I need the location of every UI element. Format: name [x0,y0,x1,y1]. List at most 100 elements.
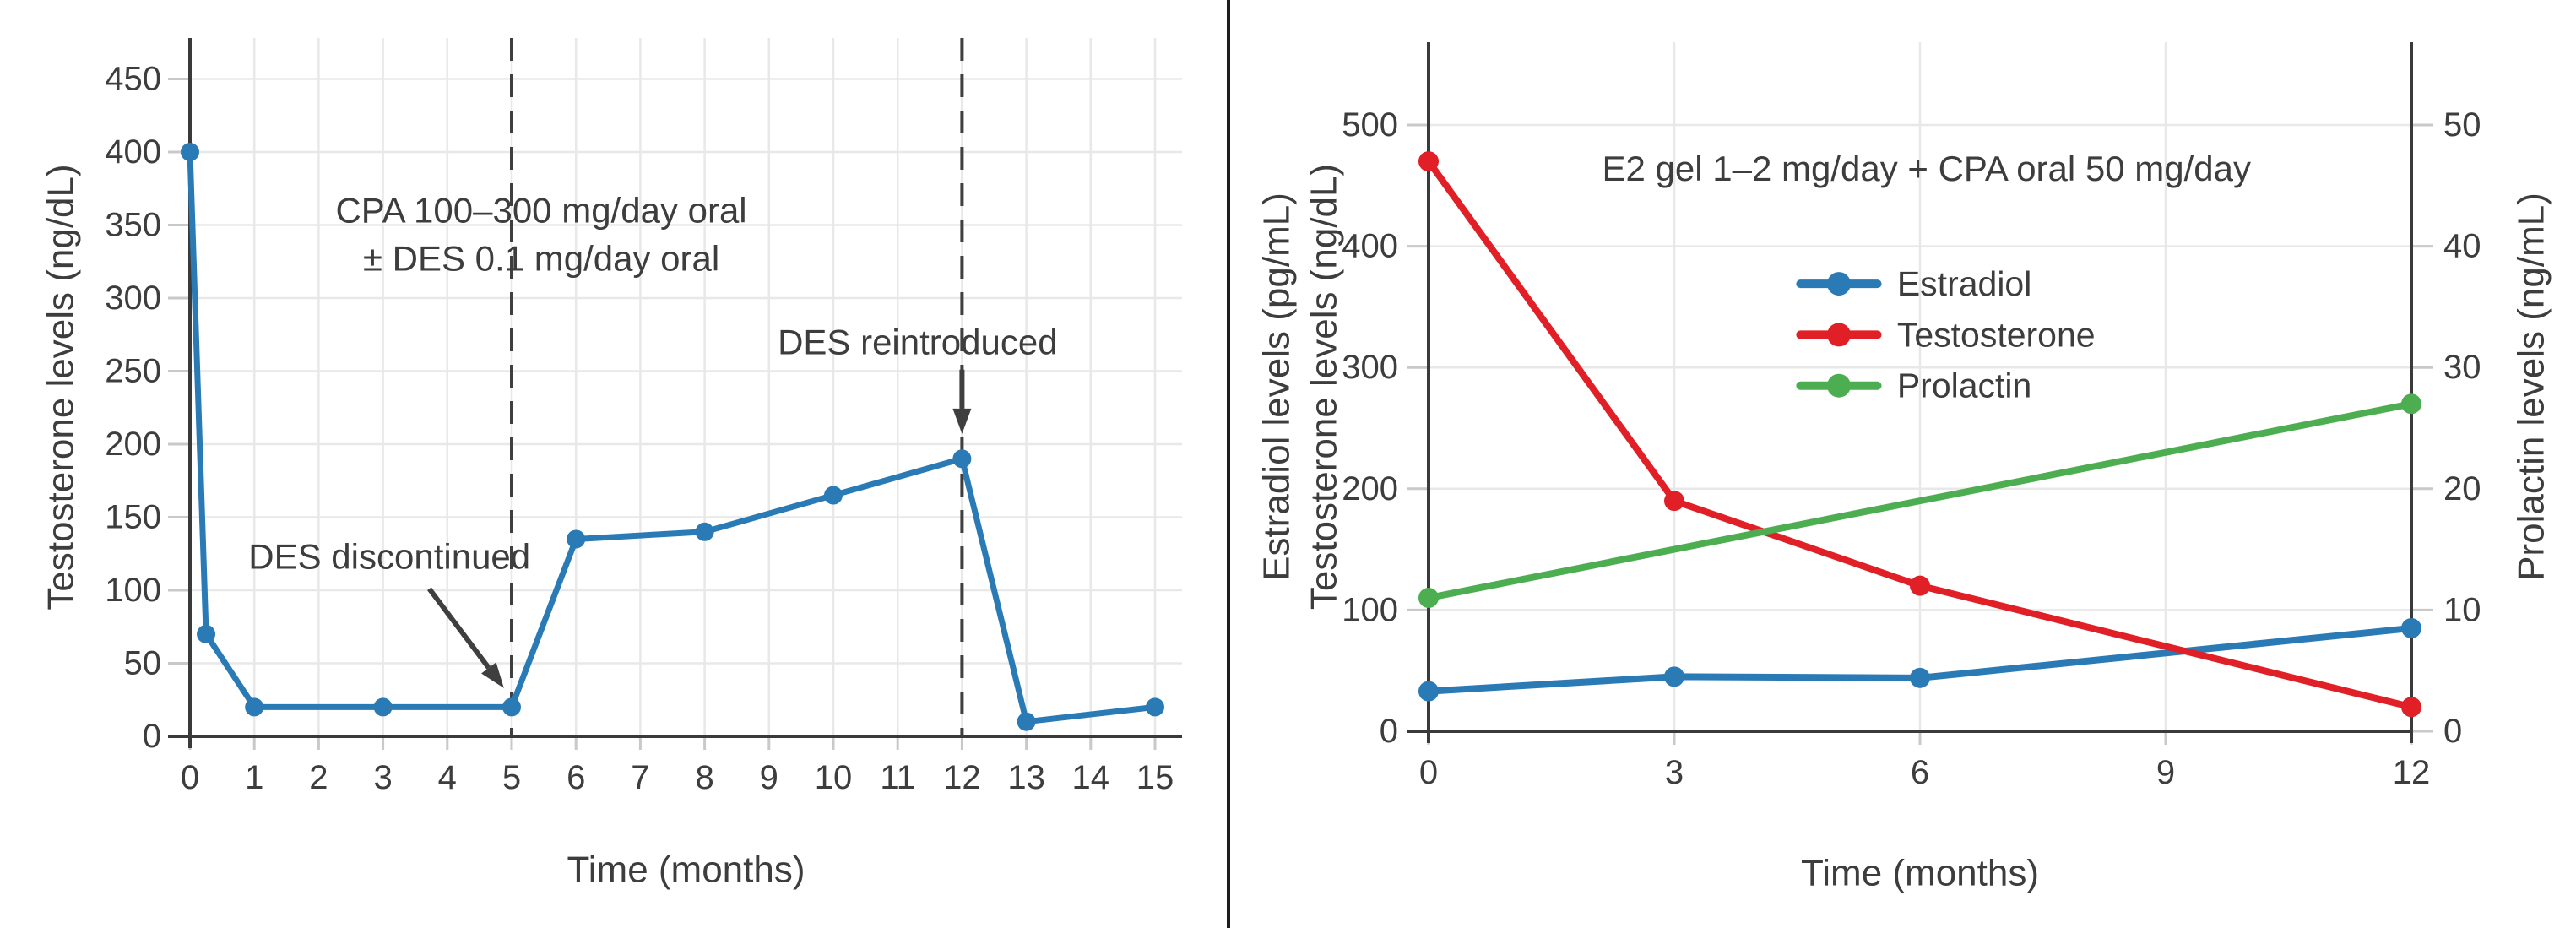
x-tick-label: 8 [695,759,713,796]
y-axis-title: Testosterone levels (ng/dL) [41,164,82,610]
arrow-head [481,662,504,688]
y-tick-label: 150 [105,499,161,536]
grid [1429,42,2411,731]
y-tick-label-right: 50 [2443,106,2481,144]
grid [190,38,1182,736]
data-point [2401,697,2421,718]
x-tick-label: 0 [181,759,199,796]
x-tick-label: 3 [373,759,392,796]
svg-text:CPA 100–300 mg/day oral: CPA 100–300 mg/day oral [335,191,746,231]
legend-item-testosterone: Testosterone [1796,315,2096,354]
x-tick-label: 3 [1665,754,1684,791]
data-point [502,697,521,717]
annotation-arrow [427,587,504,688]
y-tick-label-left: 300 [1342,349,1398,386]
data-point [952,449,972,469]
data-point [1910,575,1930,596]
svg-text:DES reintroduced: DES reintroduced [778,322,1058,361]
x-tick-label: 12 [2393,754,2431,791]
y-tick-label: 100 [105,572,161,609]
legend-marker [1826,323,1851,347]
legend-label: Prolactin [1897,366,2032,405]
data-point [245,697,264,717]
arrow-head [952,408,972,434]
y-axis-title-estradiol: Estradiol levels (pg/mL) [1256,193,1298,581]
series-line [1425,158,2415,711]
legend-marker [1826,373,1851,398]
data-point [1418,588,1439,609]
data-point [567,529,586,549]
legend-label: Testosterone [1897,315,2096,354]
y-tick-label-right: 0 [2443,713,2462,750]
series-testosterone [1418,151,2421,718]
y-axis-title-testosterone: Testosterone levels (ng/dL) [1304,164,1345,610]
y-tick-label: 250 [105,353,161,390]
y-tick-label-left: 200 [1342,470,1398,507]
legend-label: Estradiol [1897,264,2032,303]
data-point [181,143,199,161]
y-tick-label-left: 400 [1342,228,1398,265]
data-point [1418,151,1439,172]
y-tick-label: 400 [105,133,161,171]
x-tick-label: 11 [880,759,915,796]
annotation-arrow [952,369,972,434]
x-tick-label: 12 [943,759,981,796]
series-testosterone [181,143,1164,731]
y-tick-label: 50 [124,645,162,682]
svg-text:DES discontinued: DES discontinued [248,537,530,577]
series-line [187,149,1158,725]
legend: Estradiol Testosterone Prolactin [1796,264,2096,405]
data-point [1664,666,1684,687]
data-point [373,697,393,717]
x-tick-label: 6 [1911,754,1929,791]
x-tick-label: 0 [1419,754,1438,791]
chart-title: E2 gel 1–2 mg/day + CPA oral 50 mg/day [1603,149,2252,188]
x-tick-label: 5 [502,759,521,796]
data-point [1664,491,1684,512]
x-tick-label: 6 [567,759,585,796]
x-tick-label: 13 [1007,759,1045,796]
y-tick-label: 450 [105,61,161,98]
y-tick-label-right: 40 [2443,228,2481,265]
x-tick-label: 7 [631,759,649,796]
y-tick-label: 0 [143,718,161,755]
data-point [1017,712,1036,731]
panel-divider [1227,0,1230,928]
data-point [824,486,843,505]
axes [168,38,1182,748]
y-tick-label-right: 30 [2443,349,2481,386]
legend-item-prolactin: Prolactin [1796,366,2032,405]
data-point [1910,667,1930,688]
legend-marker [1826,272,1851,296]
data-point [1418,681,1439,702]
annotation-des-reintroduced: DES reintroduced [778,322,1058,434]
left-chart-panel: 0 50 100 150 200 250 300 350 400 450 0 1 2 3 4 5 6 7 8 9 10 1… [0,0,1226,928]
series-prolactin [1418,393,2421,609]
svg-text:± DES 0.1 mg/day oral: ± DES 0.1 mg/day oral [363,239,719,279]
x-tick-label: 9 [2156,754,2175,791]
x-tick-label: 1 [245,759,263,796]
x-tick-label: 10 [815,759,853,796]
y-tick-label-left: 0 [1380,713,1398,750]
x-tick-label: 14 [1072,759,1110,796]
y-tick-label-left: 100 [1342,591,1398,628]
series-line [1425,624,2415,695]
data-point [695,522,714,541]
x-tick-label: 4 [438,759,457,796]
y-axis-title-prolactin: Prolactin levels (ng/mL) [2511,193,2552,581]
y-tick-label: 350 [105,207,161,244]
y-tick-label-left: 500 [1342,106,1398,144]
y-tick-label: 200 [105,426,161,463]
right-chart-panel: 0 100 200 300 400 500 0 10 20 30 40 50 0 3 6 9 12 Time (m… [1232,0,2576,928]
legend-item-estradiol: Estradiol [1796,264,2032,303]
annotation-des-discontinued: DES discontinued [248,537,530,688]
x-axis-title: Time (months) [1801,853,2039,894]
y-tick-label-right: 10 [2443,591,2481,628]
